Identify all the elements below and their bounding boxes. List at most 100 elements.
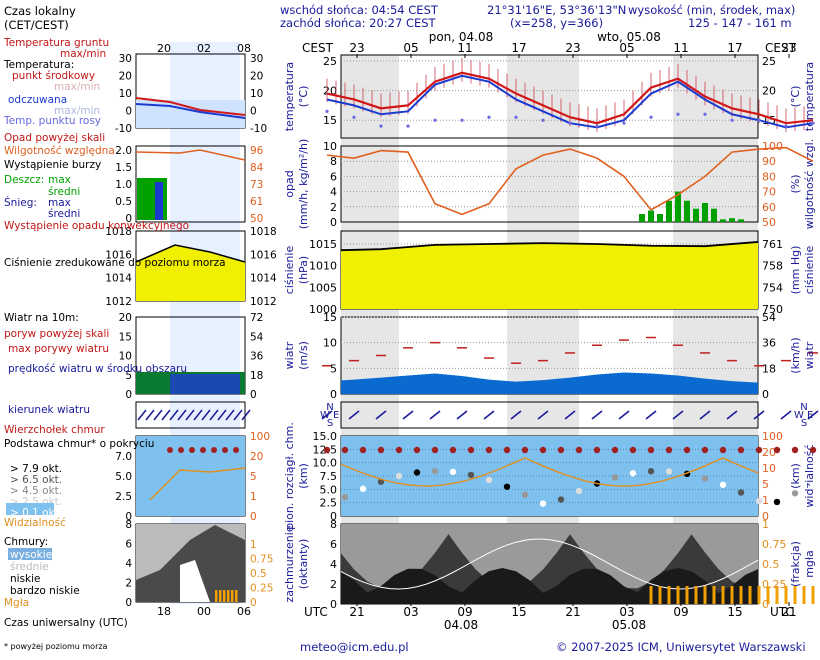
dew-point-dot bbox=[811, 121, 815, 125]
wind-direction-arrow bbox=[591, 410, 603, 420]
legend-okt-4: > 0.1 okt. bbox=[10, 507, 62, 519]
date2-label: 05.08 bbox=[612, 618, 646, 632]
legend-dir-arrow bbox=[137, 409, 147, 421]
legend-fog-bar bbox=[215, 590, 218, 602]
night-band bbox=[673, 55, 758, 604]
pres-axis-label-right: ciśnienie bbox=[803, 246, 816, 295]
legend-dir-arrow bbox=[145, 409, 155, 421]
legend-cloud-level-1: średnie bbox=[10, 561, 49, 573]
vis-right-tick: 100 bbox=[762, 430, 783, 443]
wind-unit-label: (m/s) bbox=[297, 341, 310, 370]
rain-bar bbox=[648, 210, 654, 222]
night-band bbox=[507, 55, 579, 604]
legend-low-left-tick: 2 bbox=[125, 578, 132, 590]
local-time-zone: (CET/CEST) bbox=[4, 18, 69, 32]
legend-pressure-fill bbox=[136, 245, 245, 301]
legend-dir-arrow bbox=[169, 409, 179, 421]
legend-vis-right-tick: 1 bbox=[250, 491, 257, 503]
fog-bar bbox=[694, 586, 698, 604]
local-hour-label: 17 bbox=[727, 41, 742, 55]
rain-bar bbox=[711, 208, 717, 222]
wind-direction-arrow bbox=[429, 410, 441, 420]
cloud-top-dot bbox=[359, 446, 367, 454]
cloud-left-tick: 5.0 bbox=[320, 483, 338, 496]
legend-dir-arrow bbox=[153, 409, 163, 421]
wind-direction-arrow bbox=[618, 410, 630, 420]
compass-n-right: N bbox=[800, 402, 807, 413]
wind-direction-arrow bbox=[348, 410, 360, 420]
pres-left-tick: 1015 bbox=[309, 238, 337, 251]
day1-label: pon, 04.08 bbox=[429, 30, 494, 44]
legend-humidity: Wilgotność względna bbox=[4, 145, 115, 157]
cloud-base-dot bbox=[395, 472, 403, 480]
legend-vis-right-tick: 100 bbox=[250, 431, 270, 443]
legend-fog-right-tick: 0.75 bbox=[250, 554, 273, 566]
legend-fog-bar bbox=[219, 590, 222, 602]
compass-w-right: W bbox=[794, 410, 804, 421]
legend-universal-time: Czas uniwersalny (UTC) bbox=[4, 617, 128, 629]
rain-bar bbox=[675, 191, 681, 222]
legend-wind-left-tick: 5 bbox=[125, 370, 132, 382]
fog-unit-label: (frakcja) bbox=[789, 541, 802, 587]
cloud-base-dot bbox=[503, 483, 511, 490]
legend-temperature: Temperatura: bbox=[3, 59, 74, 71]
pres-left-tick: 1005 bbox=[309, 281, 337, 294]
legend-cloud-top-dot bbox=[200, 447, 206, 453]
cloud-top-dot bbox=[395, 446, 403, 454]
cloud-base-dot bbox=[413, 469, 421, 476]
fog-bar bbox=[739, 586, 743, 604]
legend-max-gusts: max porywy wiatru bbox=[8, 343, 109, 355]
pres-axis-label: ciśnienie bbox=[283, 246, 296, 295]
legend-rain-max: max bbox=[48, 174, 71, 186]
legend-dew-point: Temp. punktu rosy bbox=[3, 115, 101, 127]
legend-cloud-left-tick: 7.0 bbox=[115, 451, 132, 463]
legend-felt-max-min: max/min bbox=[54, 105, 100, 117]
legend-utc-hour: 06 bbox=[237, 605, 251, 618]
cloud-base-dot bbox=[575, 487, 583, 495]
email-link[interactable]: meteo@icm.edu.pl bbox=[300, 640, 409, 654]
legend-prec-left-tick: 0.5 bbox=[115, 196, 132, 208]
wind-direction-arrow bbox=[726, 410, 738, 420]
wind-direction-arrow bbox=[780, 410, 792, 420]
legend-storm: Wystąpienie burzy bbox=[4, 159, 101, 171]
wind-direction-arrow bbox=[672, 410, 684, 420]
prec-left-tick: 2 bbox=[330, 201, 337, 214]
vis-right-tick: 10 bbox=[762, 462, 776, 475]
dew-point-dot bbox=[730, 118, 734, 122]
cloud-base-dot bbox=[701, 475, 709, 482]
sunset: zachód słońca: 20:27 CEST bbox=[280, 16, 436, 30]
cloud-left-tick: 2.5 bbox=[320, 497, 338, 510]
cloud-top-dot bbox=[719, 446, 727, 454]
vis-right-tick: 1 bbox=[762, 494, 769, 507]
legend-cloud-left-tick: 5.0 bbox=[115, 471, 132, 483]
legend-dir-arrow bbox=[201, 409, 211, 421]
legend-fog-right-tick: 0.5 bbox=[250, 568, 267, 580]
dew-point-dot bbox=[757, 118, 761, 122]
legend-dir-arrow bbox=[193, 409, 203, 421]
legend-hum-right-tick: 96 bbox=[250, 145, 264, 157]
fog-bar bbox=[730, 586, 734, 604]
legend-dir-arrow bbox=[177, 409, 187, 421]
legend-dir-arrow bbox=[209, 409, 219, 421]
local-hour-label: 11 bbox=[457, 41, 472, 55]
height-values: 125 - 147 - 161 m bbox=[688, 16, 792, 30]
fog-right-tick: 0.25 bbox=[762, 578, 787, 591]
legend-wind-fill-2 bbox=[170, 374, 240, 394]
legend-pres-left-tick: 1016 bbox=[105, 249, 132, 261]
footnote: * powyżej poziomu morza bbox=[4, 642, 108, 651]
utc-hour-label: 03 bbox=[619, 605, 634, 619]
legend-fog-bar bbox=[227, 590, 230, 602]
wind-axis-label-right: wiatr bbox=[803, 341, 816, 369]
hum-right-tick: 60 bbox=[762, 201, 776, 214]
legend-high-bg bbox=[8, 548, 52, 560]
fog-bar bbox=[793, 586, 797, 604]
wind-direction-arrow bbox=[564, 410, 576, 420]
fog-bar bbox=[685, 586, 689, 604]
pres-right-tick: 750 bbox=[762, 303, 783, 316]
vis-right-tick: 20 bbox=[762, 446, 776, 459]
vis-right-tick: 0 bbox=[762, 510, 769, 523]
legend-pres-left-tick: 1012 bbox=[105, 296, 132, 308]
legend-cloud-left-tick: 2.5 bbox=[115, 491, 132, 503]
legend-wind-speed: prędkość wiatru w środku obszaru bbox=[8, 363, 187, 375]
low-left-tick: 6 bbox=[330, 538, 337, 551]
